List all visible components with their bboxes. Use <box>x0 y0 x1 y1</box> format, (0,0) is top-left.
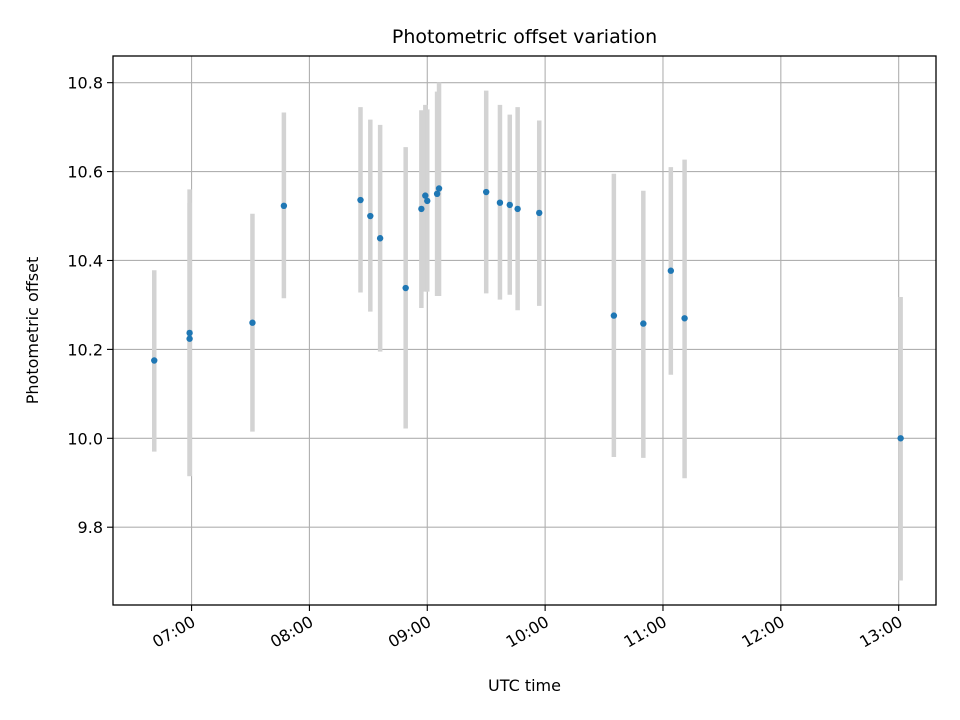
data-point <box>424 197 431 205</box>
data-point <box>435 185 443 192</box>
data-point <box>367 212 374 220</box>
chart-title: Photometric offset variation <box>392 26 657 48</box>
y-tick-label: 10.6 <box>67 163 103 182</box>
y-tick-label: 10.4 <box>67 251 103 270</box>
y-axis-title: Photometric offset <box>23 257 42 405</box>
data-point <box>402 284 409 292</box>
data-point <box>186 329 193 337</box>
point-layer <box>151 185 904 442</box>
data-point <box>280 202 288 210</box>
data-point <box>514 205 521 213</box>
data-point <box>482 188 490 196</box>
y-tick-label: 9.8 <box>78 518 103 537</box>
data-point <box>433 190 441 198</box>
data-point <box>249 319 256 326</box>
y-tick-label: 10.8 <box>67 74 103 93</box>
y-tick-label: 10.2 <box>67 340 103 359</box>
data-point <box>496 199 504 206</box>
data-point <box>357 196 364 204</box>
data-point <box>418 205 425 213</box>
data-point <box>151 357 158 364</box>
data-point <box>610 312 618 319</box>
grid-layer <box>113 56 936 605</box>
data-point <box>186 335 193 342</box>
x-axis-title: UTC time <box>488 676 561 695</box>
data-point <box>897 435 904 442</box>
data-point <box>536 209 543 217</box>
data-point <box>506 201 513 209</box>
data-point <box>681 315 688 322</box>
plot-frame <box>112 55 937 606</box>
data-point <box>376 235 384 242</box>
y-tick-label: 10.0 <box>67 429 103 448</box>
data-point <box>422 192 429 199</box>
data-point <box>667 267 675 274</box>
data-point <box>640 320 647 327</box>
